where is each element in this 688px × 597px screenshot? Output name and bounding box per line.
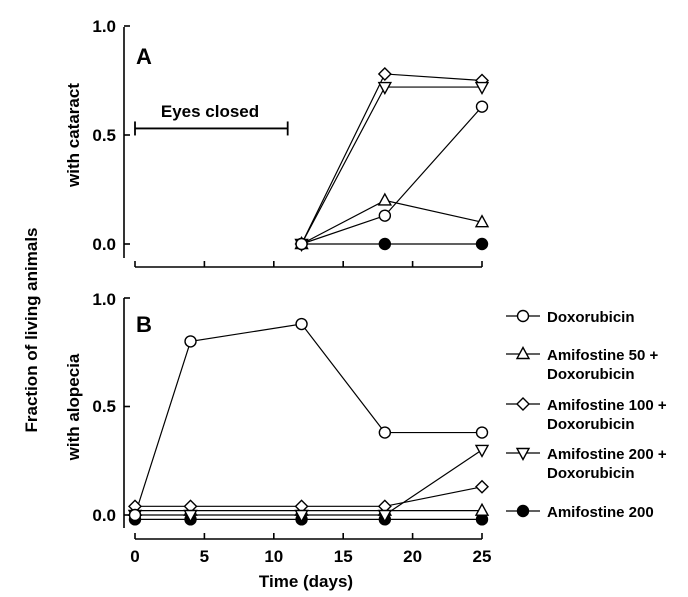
legend-label-amifostine-200-line1: Amifostine 200 + (547, 446, 667, 463)
legend-label-doxorubicin: Doxorubicin (547, 309, 635, 326)
eyes-closed-label: Eyes closed (161, 102, 259, 121)
panel-a-y-axis-label: with cataract (64, 83, 83, 188)
panel-b-line-dox (134, 323, 482, 516)
panel-b-point-dox-4 (475, 426, 489, 439)
legend-label-amifostine-100-line1: Amifostine 100 + (547, 397, 667, 414)
panel-b-point-a100-4 (475, 479, 489, 494)
panel-b-point-a200-2 (294, 509, 309, 523)
legend-entry-amifostine-100: Amifostine 100 + Doxorubicin (506, 397, 667, 433)
panel-b-label: B (136, 312, 152, 337)
panel-a-point-a200-1 (377, 81, 393, 96)
panel-a-line-a100 (301, 73, 483, 245)
panel-b-point-a50-4 (474, 502, 490, 516)
panel-b-point-dox-3 (378, 426, 392, 439)
panel-b-y-tick-label-0: 0.0 (92, 506, 116, 525)
legend-marker-dox (516, 309, 530, 323)
x-tick-label-5: 5 (200, 547, 209, 566)
panel-a-point-a200-2 (474, 81, 490, 96)
panel-b-point-dox-0 (128, 508, 142, 522)
legend-marker-a50 (515, 346, 531, 360)
panel-a-point-a100-1 (377, 66, 392, 81)
panel-b-x-ticks (134, 533, 483, 539)
panel-a-line-dox (301, 106, 483, 245)
legend-label-amifostine-200-only: Amifostine 200 (547, 504, 654, 521)
panel-a-point-dox-0 (295, 237, 308, 251)
panel-a-y-tick-label-2: 1.0 (92, 17, 116, 36)
panel-a-point-a50-1 (377, 192, 393, 206)
panel-b-point-dox-1 (184, 335, 197, 348)
x-tick-label-0: 0 (130, 547, 139, 566)
shared-y-axis-label: Fraction of living animals (22, 228, 41, 433)
panel-b-point-a200-4 (474, 444, 490, 458)
panel-a-x-ticks (134, 261, 483, 267)
legend-marker-a200only (516, 504, 530, 518)
panel-a-point-a50-2 (474, 214, 490, 228)
legend-symbol-amifostine-200 (506, 447, 540, 461)
legend-entry-doxorubicin: Doxorubicin (506, 309, 635, 326)
legend-marker-a100 (516, 397, 530, 411)
legend-entry-amifostine-200: Amifostine 200 + Doxorubicin (506, 446, 667, 482)
legend-symbol-doxorubicin (506, 309, 540, 323)
legend-symbol-amifostine-200-only (506, 504, 540, 518)
legend-label-amifostine-50-line1: Amifostine 50 + (547, 347, 659, 364)
x-axis-label: Time (days) (259, 572, 353, 591)
panel-a: A with cataract 0.0 0.5 1.0 Eyes closed (64, 17, 490, 268)
x-tick-label-10: 10 (264, 547, 283, 566)
legend-marker-a200 (515, 447, 531, 461)
legend-label-amifostine-50-line2: Doxorubicin (547, 366, 635, 383)
panel-a-point-a200only-2 (475, 237, 489, 251)
panel-a-line-a50 (301, 199, 483, 245)
panel-a-line-a200 (301, 86, 482, 245)
legend-entry-amifostine-50: Amifostine 50 + Doxorubicin (506, 346, 659, 383)
legend-symbol-amifostine-50 (506, 346, 540, 360)
panel-a-label: A (136, 44, 152, 69)
legend: Doxorubicin Amifostine 50 + Doxorubicin … (506, 309, 667, 521)
panel-b-y-tick-label-1: 0.5 (92, 397, 116, 416)
panel-b-y-axis-label: with alopecia (64, 353, 83, 461)
legend-entry-amifostine-200-only: Amifostine 200 (506, 504, 654, 521)
x-tick-label-15: 15 (334, 547, 353, 566)
legend-symbol-amifostine-100 (506, 397, 540, 411)
panel-a-point-a200only-1 (378, 237, 392, 251)
panel-b-point-a200-3 (377, 509, 393, 523)
panel-b-point-dox-2 (295, 317, 308, 331)
panel-a-y-tick-label-0: 0.0 (92, 235, 116, 254)
panel-b-series (127, 317, 490, 526)
x-tick-label-20: 20 (403, 547, 422, 566)
legend-label-amifostine-100-line2: Doxorubicin (547, 416, 635, 433)
eyes-closed-annotation: Eyes closed (134, 102, 289, 136)
panel-a-series (294, 66, 490, 252)
panel-b-y-tick-label-2: 1.0 (92, 290, 116, 309)
panel-b-y-ticks (124, 297, 130, 516)
x-tick-label-25: 25 (473, 547, 492, 566)
panel-a-y-tick-label-1: 0.5 (92, 126, 116, 145)
legend-label-amifostine-200-line2: Doxorubicin (547, 465, 635, 482)
panel-b: B with alopecia 0.0 0.5 1.0 0 5 10 15 20… (64, 290, 491, 591)
panel-a-point-dox-1 (378, 209, 392, 222)
panel-b-point-a200-1 (183, 509, 198, 523)
panel-a-y-ticks (124, 25, 130, 245)
panel-a-point-dox-2 (475, 100, 489, 113)
